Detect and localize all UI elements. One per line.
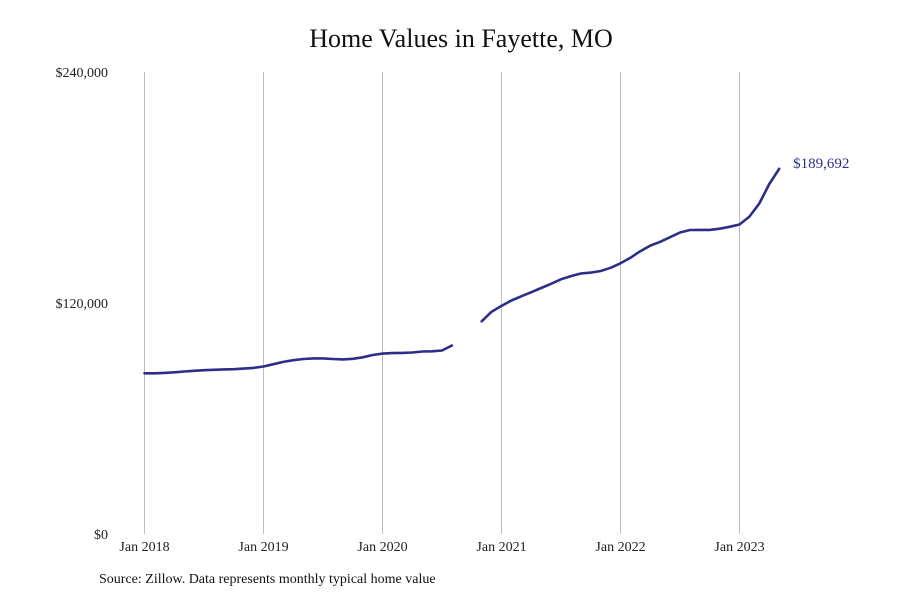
gridlines	[144, 72, 740, 534]
y-tick-label: $240,000	[56, 66, 109, 81]
data-labels: $189,692	[793, 156, 849, 172]
series-lines	[143, 167, 781, 375]
end-value-label: $189,692	[793, 156, 849, 172]
x-tick-label: Jan 2022	[595, 540, 645, 555]
x-tick-label: Jan 2021	[476, 540, 526, 555]
x-tick-label: Jan 2018	[119, 540, 169, 555]
chart-title: Home Values in Fayette, MO	[309, 24, 613, 53]
axis-tick-labels: Jan 2018 Jan 2019 Jan 2020 Jan 2021 Jan 2022…	[56, 66, 765, 555]
source-note: Source: Zillow. Data represents monthly …	[99, 572, 436, 587]
y-tick-label: $0	[94, 528, 108, 543]
x-tick-label: Jan 2019	[238, 540, 288, 555]
series-line-segment	[480, 167, 781, 323]
x-tick-label: Jan 2023	[714, 540, 764, 555]
x-tick-label: Jan 2020	[357, 540, 407, 555]
series-line-segment	[143, 344, 454, 375]
y-tick-label: $120,000	[56, 297, 109, 312]
